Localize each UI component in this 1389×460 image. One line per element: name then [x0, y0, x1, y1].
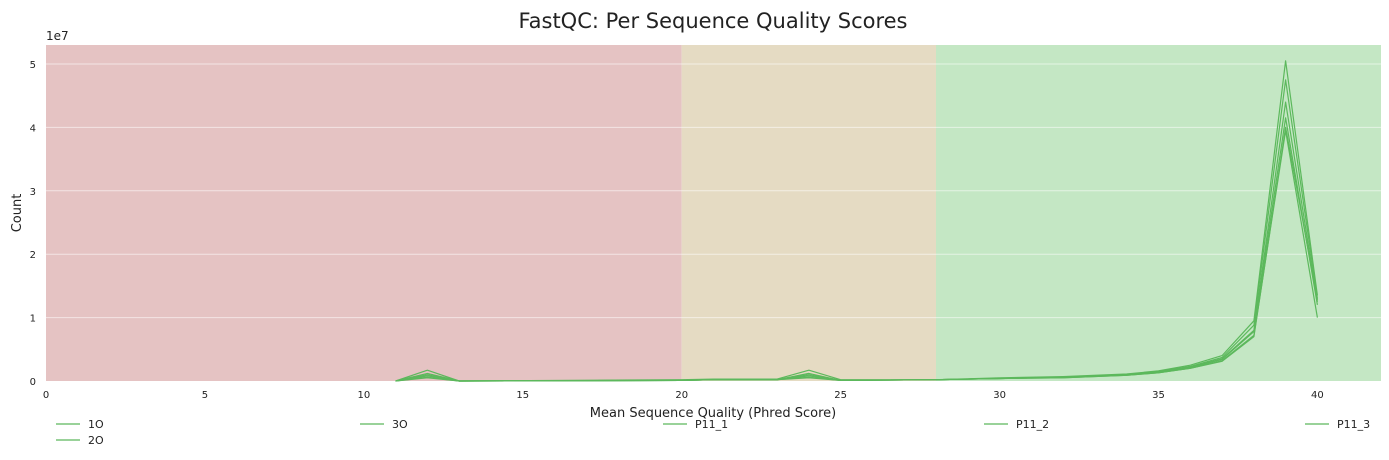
legend-label: P11_3	[1337, 418, 1370, 431]
zone-1	[681, 45, 936, 381]
y-tick-label: 5	[30, 60, 36, 71]
x-tick-label: 30	[993, 390, 1006, 401]
legend-label: P11_1	[695, 418, 728, 431]
y-axis-label: Count	[10, 194, 25, 233]
x-tick-label: 35	[1152, 390, 1165, 401]
legend-item-3O: 3O	[360, 418, 408, 431]
y-tick-label: 3	[30, 187, 36, 198]
y-axis-ticks: 0 1 2 3 4 5	[30, 60, 36, 388]
x-tick-label: 5	[202, 390, 208, 401]
zone-2	[936, 45, 1381, 381]
series-line-P11_3	[395, 126, 1318, 382]
zone-0	[46, 45, 682, 381]
y-tick-label: 0	[30, 377, 36, 388]
gridlines	[46, 63, 1381, 319]
x-tick-label: 40	[1311, 390, 1324, 401]
legend-label: 3O	[392, 418, 408, 431]
x-tick-label: 10	[357, 390, 370, 401]
legend-item-P11_3: P11_3	[1305, 418, 1370, 431]
legend-label: P11_2	[1016, 418, 1049, 431]
y-tick-label: 4	[30, 123, 36, 134]
series-lines	[395, 60, 1318, 382]
chart-title: FastQC: Per Sequence Quality Scores	[518, 9, 907, 33]
y-multiplier-label: 1e7	[46, 29, 69, 43]
x-tick-label: 15	[516, 390, 529, 401]
x-axis-ticks: 0 5 10 15 20 25 30 35 40	[43, 390, 1324, 401]
x-tick-label: 20	[675, 390, 688, 401]
legend-item-2O: 2O	[56, 434, 104, 447]
x-tick-label: 0	[43, 390, 49, 401]
y-tick-label: 1	[30, 314, 36, 325]
x-tick-label: 25	[834, 390, 847, 401]
legend: 1O 2O 3O P11_1 P11_2 P11_3	[56, 418, 1370, 447]
legend-label: 1O	[88, 418, 104, 431]
y-tick-label: 2	[30, 250, 36, 261]
x-axis-label: Mean Sequence Quality (Phred Score)	[590, 406, 836, 421]
quality-zones	[46, 45, 1381, 381]
legend-item-1O: 1O	[56, 418, 104, 431]
legend-label: 2O	[88, 434, 104, 447]
legend-item-P11_1: P11_1	[663, 418, 728, 431]
legend-item-P11_2: P11_2	[984, 418, 1049, 431]
